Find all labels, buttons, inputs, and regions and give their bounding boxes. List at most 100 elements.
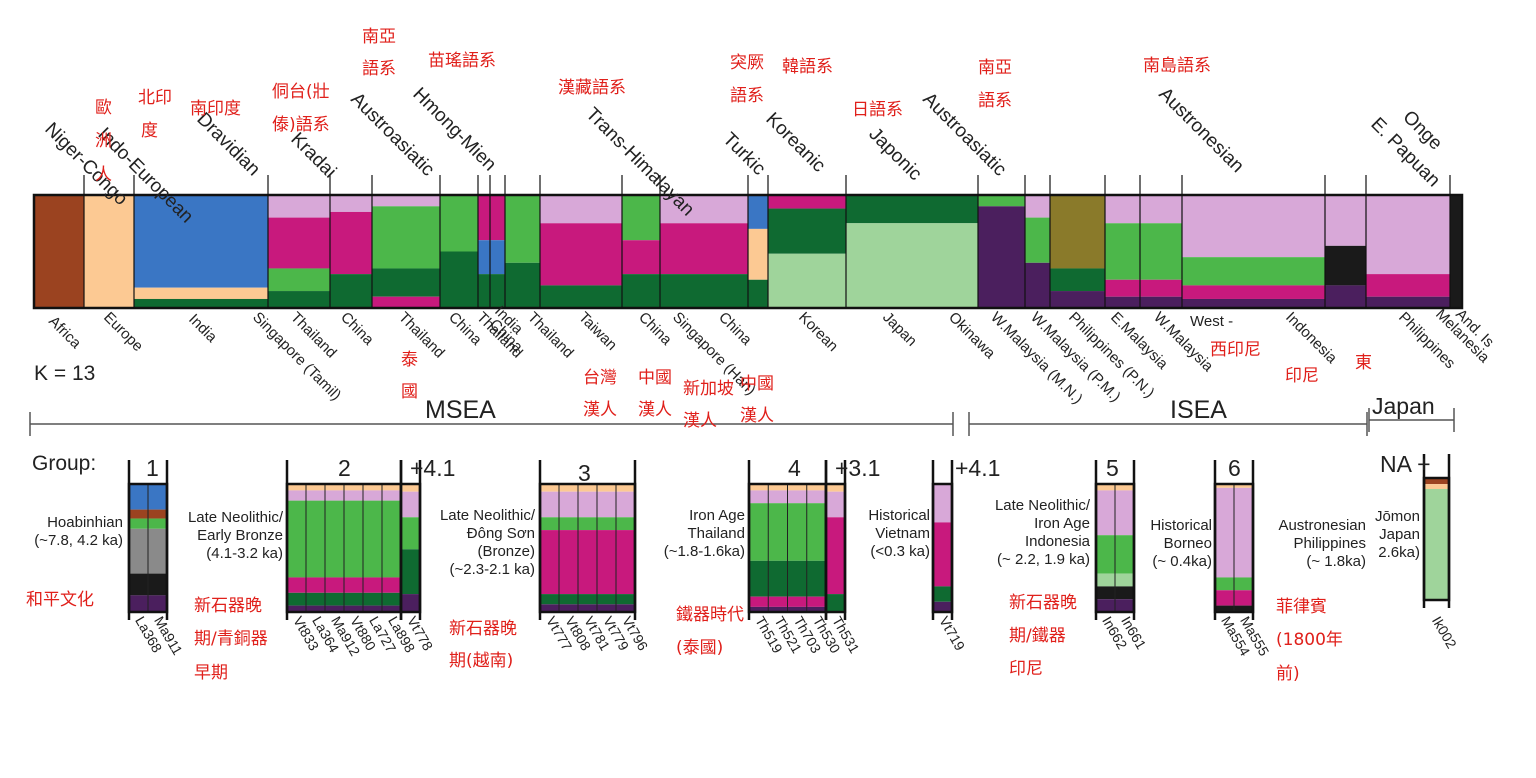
admixture-segment: [505, 195, 540, 263]
ancient-segment: [344, 577, 363, 593]
family-label: Turkic: [718, 129, 769, 180]
ancient-segment: [325, 592, 344, 606]
admixture-segment: [978, 206, 1025, 308]
group-period: Late Neolithic/: [995, 497, 1091, 514]
annotation-zh: 漢人: [638, 400, 672, 420]
annotation-zh: 菲律賓: [1276, 597, 1327, 617]
ancient-segment: [1096, 484, 1115, 491]
ancient-segment: [1096, 586, 1115, 600]
ancient-segment: [597, 594, 616, 605]
ancient-segment: [1215, 484, 1234, 488]
admixture-segment: [330, 211, 372, 275]
group-period: (4.1-3.2 ka): [206, 545, 283, 562]
ancient-segment: [768, 560, 788, 597]
ancient-segment: [1424, 484, 1449, 489]
admixture-segment: [660, 274, 748, 308]
admixture-segment: [1325, 285, 1366, 308]
ancient-segment: [129, 573, 148, 596]
ancient-segment: [1115, 586, 1134, 600]
group-period: Hoabinhian: [47, 514, 123, 531]
ancient-segment: [749, 503, 769, 561]
group-period: Late Neolithic/: [188, 509, 284, 526]
annotation-zh: 日語系: [852, 100, 903, 120]
annotation-zh: 和平文化: [26, 590, 94, 610]
ancient-segment: [148, 528, 167, 574]
admixture-segment: [1025, 217, 1050, 263]
group-period: Iron Age: [689, 507, 745, 524]
admixture-segment: [134, 287, 268, 299]
ancient-segment: [287, 490, 306, 501]
ancient-segment: [806, 503, 826, 561]
ancient-segment: [1215, 487, 1234, 578]
group-id: 5: [1106, 455, 1119, 481]
admixture-segment: [1366, 195, 1450, 275]
ancient-segment: [578, 491, 597, 518]
group-period: (~7.8, 4.2 ka): [34, 532, 123, 549]
ancient-segment: [325, 500, 344, 578]
ancient-segment: [933, 586, 952, 602]
ancient-segment: [1115, 535, 1134, 574]
ancient-segment: [1234, 487, 1253, 578]
annotation-zh: 新石器晚: [449, 619, 517, 639]
annotation-zh: 南印度: [190, 99, 241, 119]
ancient-segment: [1096, 573, 1115, 587]
family-label: Koreanic: [761, 109, 829, 177]
ancient-segment: [597, 517, 616, 531]
population-label: China: [337, 309, 377, 349]
ancient-segment: [1215, 590, 1234, 606]
admixture-segment: [1450, 195, 1462, 308]
annotation-zh: 突厥: [730, 53, 764, 73]
group-period: (<0.3 ka): [870, 543, 930, 560]
admixture-segment: [372, 195, 440, 207]
ancient-segment: [401, 491, 420, 518]
population-label: Taiwan: [575, 309, 620, 354]
ancient-segment: [806, 490, 826, 504]
ancient-segment: [768, 596, 788, 607]
annotation-zh: 漢人: [683, 411, 717, 431]
population-label: Japan: [879, 309, 920, 350]
ancient-segment: [1215, 605, 1234, 612]
ancient-segment: [1234, 577, 1253, 591]
ancient-segment: [1115, 484, 1134, 491]
group-period: Indonesia: [1025, 533, 1091, 550]
ancient-segment: [826, 491, 845, 518]
admixture-segment: [440, 251, 478, 308]
ancient-segment: [559, 594, 578, 605]
ancient-segment: [787, 606, 807, 612]
annotation-zh: 新石器晚: [194, 596, 262, 616]
ancient-segment: [306, 592, 325, 606]
ancient-segment: [806, 484, 826, 491]
annotation-zh: 台灣: [583, 368, 617, 388]
admixture-segment: [978, 195, 1025, 207]
population-label: China: [635, 309, 675, 349]
ancient-segment: [1234, 590, 1253, 606]
group-period: Iron Age: [1034, 515, 1090, 532]
annotation-zh: (1800年: [1276, 630, 1343, 650]
annotation-zh: 韓語系: [782, 57, 833, 77]
group-id: +3.1: [835, 455, 880, 481]
ancient-segment: [806, 596, 826, 607]
ancient-segment: [344, 490, 363, 501]
group-id: 2: [338, 455, 351, 481]
ancient-segment: [578, 484, 597, 492]
admixture-segment: [1025, 195, 1050, 218]
annotation-zh: 期/青銅器: [194, 629, 268, 649]
ancient-segment: [749, 490, 769, 504]
admixture-segment: [768, 195, 846, 209]
group-period: (~ 2.2, 1.9 ka): [997, 551, 1090, 568]
ancient-segment: [148, 573, 167, 596]
admixture-bars: [34, 195, 1462, 308]
k-label: K = 13: [34, 362, 95, 385]
admixture-segment: [134, 298, 268, 308]
ancient-segment: [344, 484, 363, 491]
admixture-segment: [34, 195, 84, 308]
group-period: Philippines: [1293, 535, 1366, 552]
annotation-zh: 苗瑤語系: [428, 51, 496, 71]
admixture-segment: [660, 195, 748, 224]
ancient-segment: [826, 517, 845, 595]
group-id: +4.1: [955, 455, 1000, 481]
annotation-zh: 新加坡: [683, 379, 734, 399]
ancient-segment: [787, 596, 807, 607]
